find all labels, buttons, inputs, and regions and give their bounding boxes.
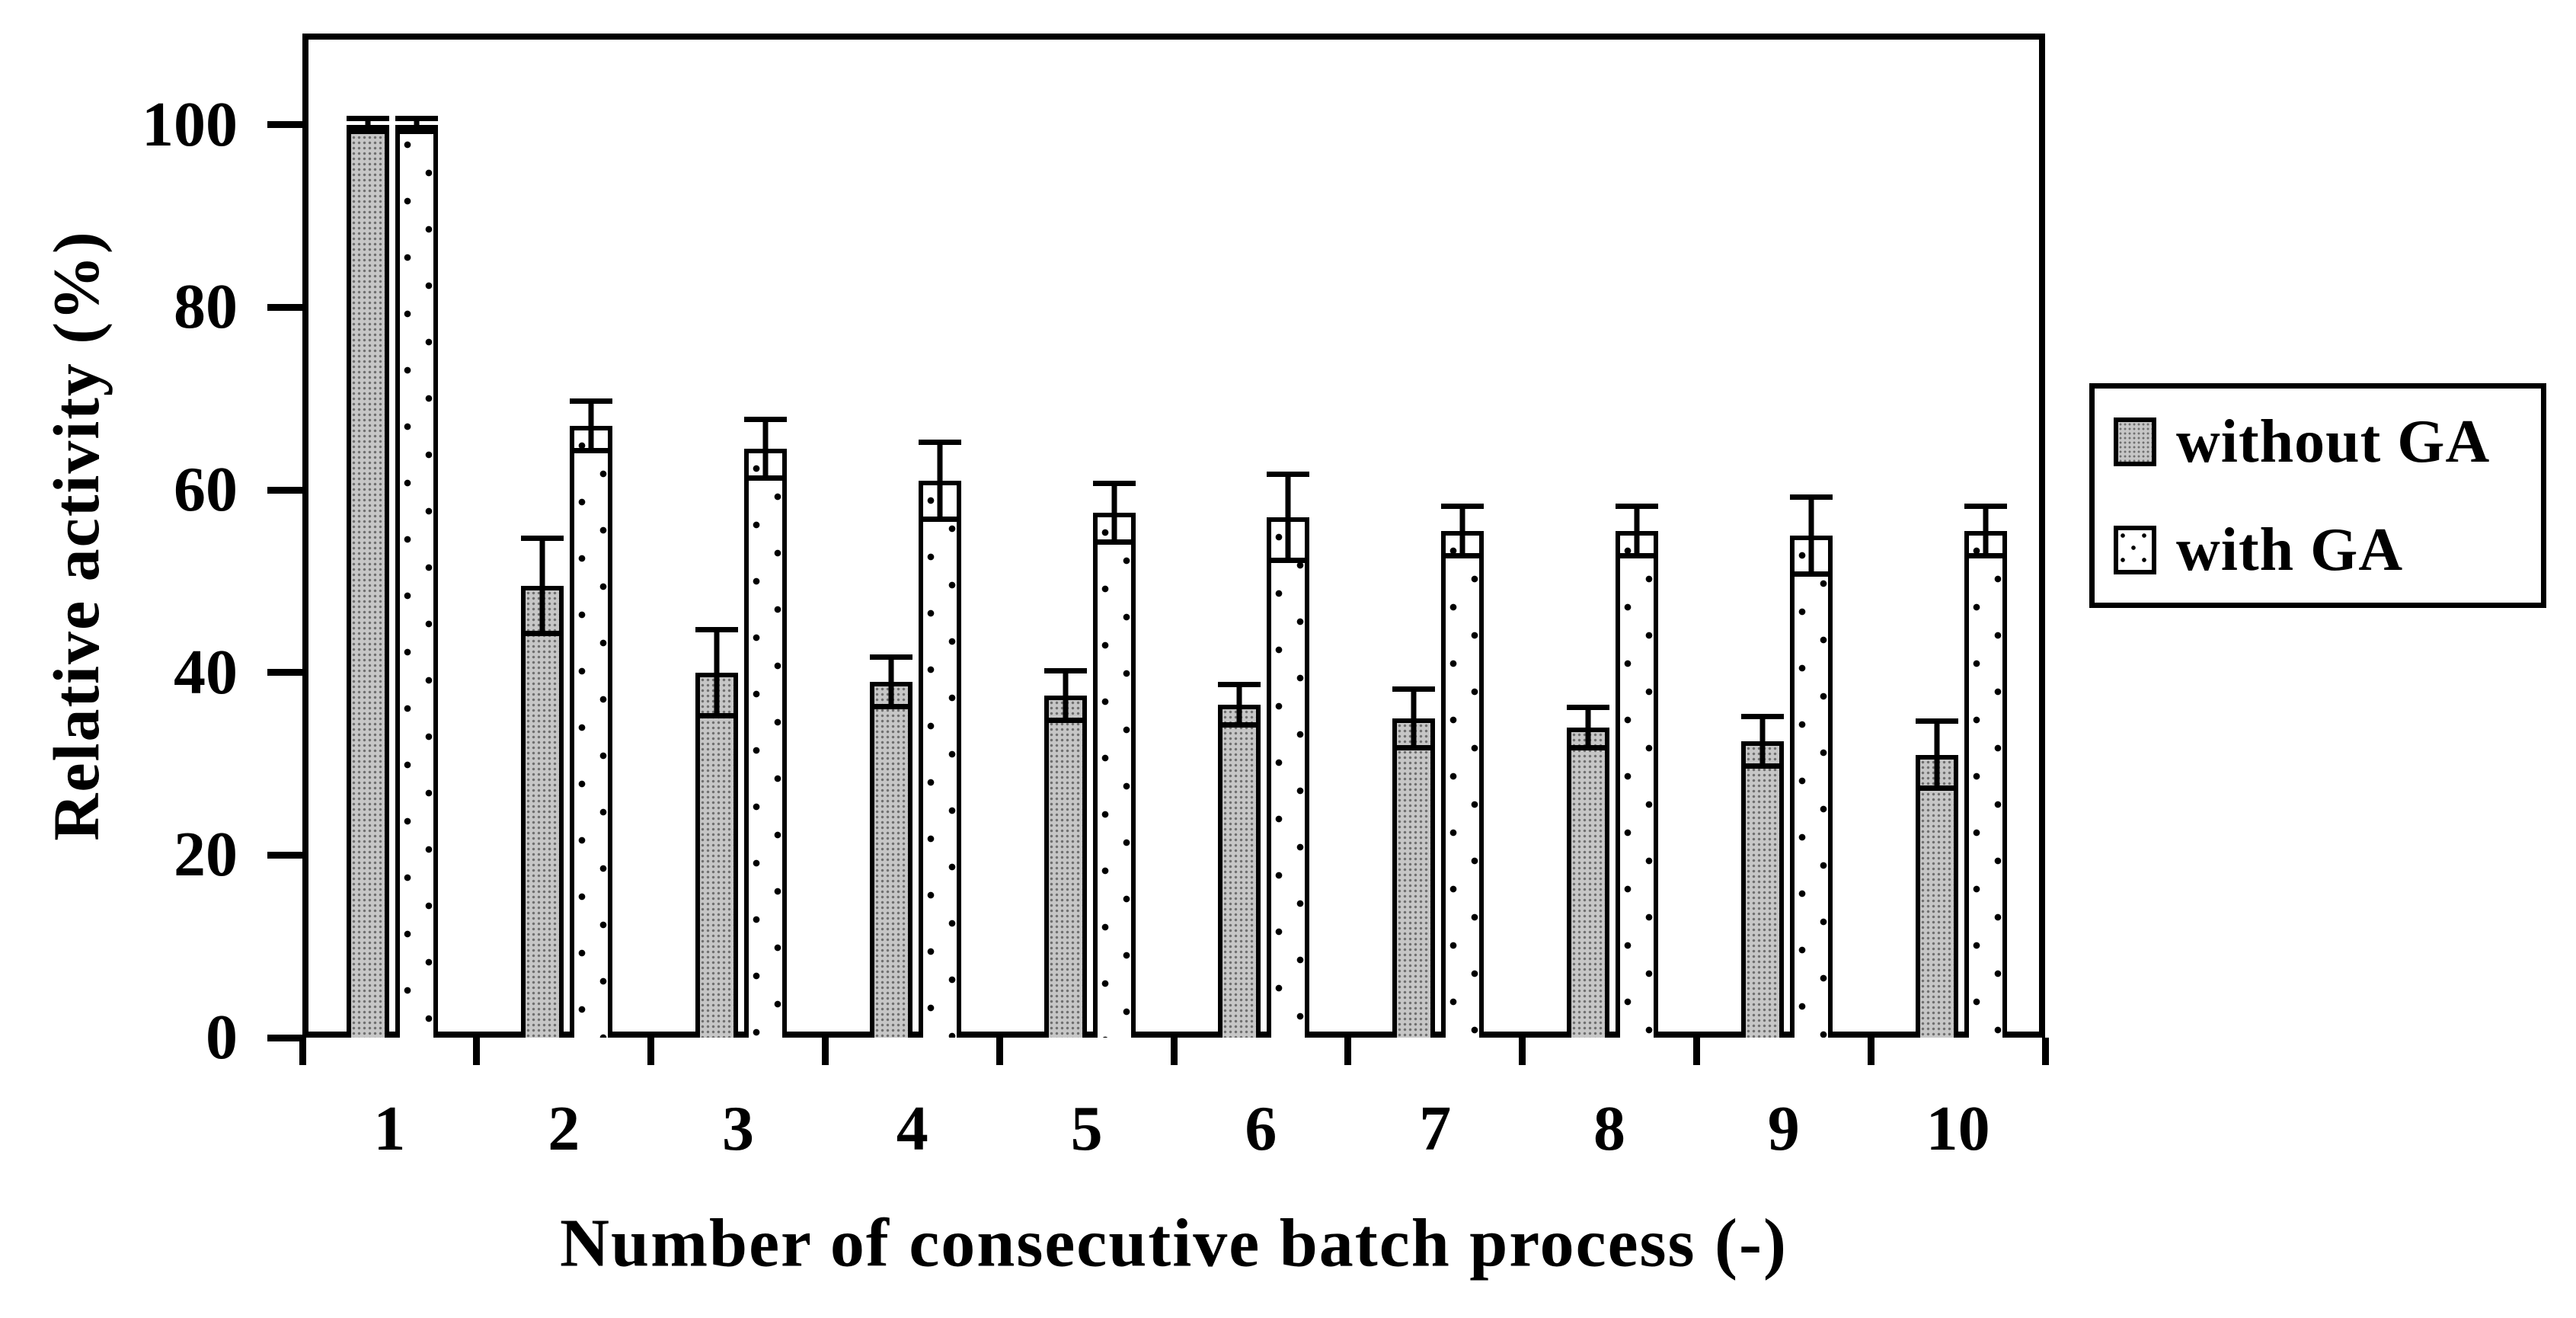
plot-area: 0 20 40 60 80 100 1 2 3 4 5 6 7 8 9 10 (142, 34, 2049, 1164)
bar-with-ga-4 (918, 481, 961, 1038)
error-bar-without-ga-10 (1915, 718, 1958, 792)
bar-without-ga-6 (1218, 704, 1261, 1038)
error-bar-without-ga-1 (347, 115, 390, 134)
bar-without-ga-7 (1392, 718, 1436, 1038)
y-axis-tick (267, 851, 302, 859)
bar-with-ga-9 (1789, 536, 1833, 1038)
bar-with-ga-2 (570, 426, 613, 1038)
x-axis-title: Number of consecutive batch process (-) (560, 1205, 1788, 1281)
x-axis-tick-label: 5 (1070, 1093, 1103, 1164)
bar-without-ga-1 (347, 124, 390, 1038)
y-axis-tick-label: 100 (142, 88, 238, 160)
x-axis-tick (299, 1038, 306, 1065)
error-bar-without-ga-4 (869, 654, 912, 709)
legend-item-without-ga: without GA (2114, 408, 2490, 475)
y-axis-tick-label: 40 (174, 636, 238, 708)
bar-without-ga-9 (1740, 741, 1784, 1038)
y-axis-tick-label: 0 (206, 1002, 238, 1073)
x-axis-tick-label: 7 (1419, 1093, 1452, 1164)
x-axis-tick (1344, 1038, 1352, 1065)
error-bar-with-ga-7 (1441, 504, 1485, 558)
x-axis-tick (1692, 1038, 1700, 1065)
x-axis-tick (996, 1038, 1003, 1065)
bar-without-ga-3 (695, 672, 738, 1038)
error-bar-with-ga-5 (1092, 481, 1136, 545)
bar-without-ga-4 (869, 681, 912, 1038)
error-bar-without-ga-9 (1740, 713, 1784, 769)
error-bar-with-ga-3 (744, 417, 787, 481)
bar-with-ga-7 (1441, 531, 1485, 1038)
error-bar-with-ga-1 (395, 115, 439, 134)
x-axis-tick (1519, 1038, 1526, 1065)
legend: without GA with GA (2089, 383, 2546, 608)
bar-with-ga-8 (1616, 531, 1658, 1038)
y-axis-tick-label: 60 (174, 454, 238, 526)
x-axis-tick (2041, 1038, 2049, 1065)
bar-with-ga-5 (1092, 513, 1136, 1038)
bar-with-ga-6 (1267, 517, 1310, 1038)
bar-with-ga-3 (744, 449, 787, 1038)
legend-swatch-without-ga (2114, 417, 2156, 466)
bar-with-ga-1 (395, 124, 439, 1038)
x-axis-tick-label: 10 (1926, 1093, 1990, 1164)
error-bar-with-ga-10 (1964, 504, 2007, 558)
error-bar-without-ga-6 (1218, 681, 1261, 728)
y-axis-tick (267, 486, 302, 494)
error-bar-with-ga-6 (1267, 472, 1310, 563)
bar-without-ga-8 (1567, 727, 1609, 1038)
y-axis-tick-label: 20 (174, 819, 238, 891)
error-bar-without-ga-5 (1044, 667, 1087, 723)
plot-frame (302, 34, 2045, 1038)
bar-with-ga-10 (1964, 531, 2007, 1038)
y-axis-tick (267, 303, 302, 311)
x-axis-tick-label: 2 (548, 1093, 580, 1164)
x-axis-tick-label: 6 (1245, 1093, 1277, 1164)
error-bar-without-ga-7 (1392, 686, 1436, 750)
x-axis-tick-label: 4 (896, 1093, 928, 1164)
legend-item-with-ga: with GA (2114, 517, 2403, 584)
x-axis-tick-label: 9 (1767, 1093, 1800, 1164)
x-axis-tick (647, 1038, 655, 1065)
error-bar-without-ga-3 (695, 626, 738, 718)
legend-label-with-ga: with GA (2176, 516, 2404, 584)
y-axis-tick (267, 669, 302, 677)
legend-label-without-ga: without GA (2176, 408, 2491, 475)
y-axis-tick (267, 121, 302, 129)
error-bar-with-ga-4 (918, 440, 961, 523)
y-axis-tick (267, 1034, 302, 1041)
bar-without-ga-10 (1915, 754, 1958, 1038)
error-bar-with-ga-8 (1616, 504, 1658, 558)
x-axis-tick-label: 1 (373, 1093, 406, 1164)
y-axis-tick-label: 80 (174, 271, 238, 343)
error-bar-with-ga-2 (570, 398, 613, 454)
x-axis-tick (473, 1038, 481, 1065)
bar-without-ga-5 (1044, 695, 1087, 1038)
error-bar-without-ga-8 (1567, 704, 1609, 750)
error-bar-without-ga-2 (521, 536, 564, 636)
x-axis-tick (1867, 1038, 1874, 1065)
x-axis-tick-label: 3 (722, 1093, 754, 1164)
x-axis-tick (1170, 1038, 1178, 1065)
error-bar-with-ga-9 (1789, 494, 1833, 577)
bar-without-ga-2 (521, 585, 564, 1038)
legend-swatch-with-ga (2114, 526, 2156, 574)
x-axis-tick-label: 8 (1593, 1093, 1625, 1164)
x-axis-tick (821, 1038, 829, 1065)
